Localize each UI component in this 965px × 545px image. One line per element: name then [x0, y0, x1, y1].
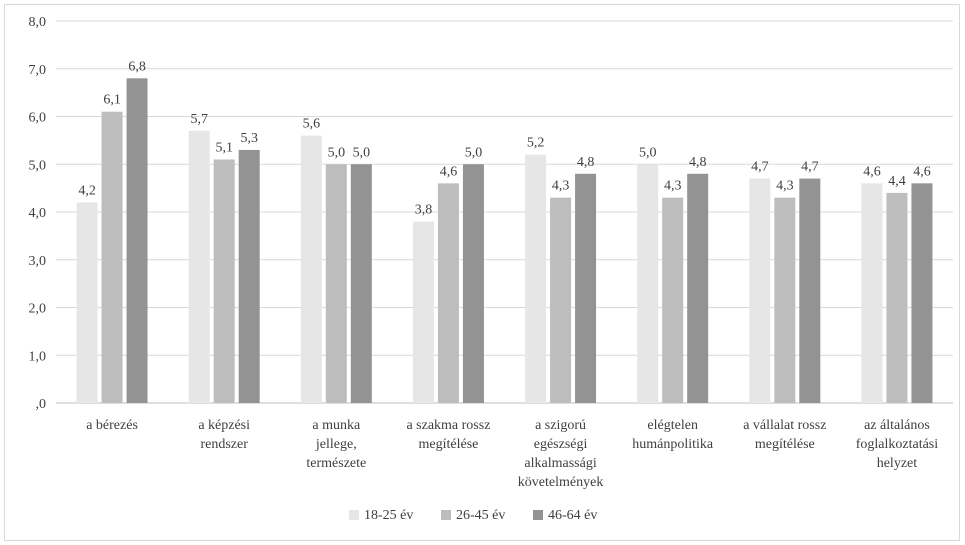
data-label: 6,1 — [103, 93, 121, 108]
bar — [126, 78, 148, 404]
legend-label: 26-45 év — [456, 508, 505, 523]
data-label: 4,6 — [440, 164, 458, 179]
bar — [76, 202, 98, 403]
data-label: 5,0 — [353, 145, 371, 160]
y-tick-label: 5,0 — [29, 158, 47, 173]
data-label: 5,6 — [303, 117, 321, 132]
data-label: 4,3 — [664, 179, 682, 194]
data-label: 5,7 — [190, 112, 208, 127]
y-tick-label: ,0 — [36, 397, 47, 412]
bar — [525, 154, 547, 403]
data-label: 5,0 — [639, 145, 657, 160]
data-label: 3,8 — [415, 203, 433, 218]
legend-swatch — [349, 510, 359, 520]
data-label: 5,0 — [328, 145, 346, 160]
bar — [774, 197, 796, 403]
y-tick-label: 7,0 — [29, 63, 47, 78]
chart-frame: ,0 1,0 2,0 3,0 4,0 5,0 6,0 7,0 8,0 4,2 6,1 6,8 a bér… — [4, 4, 960, 541]
bar — [861, 183, 883, 403]
bar — [101, 111, 123, 403]
bar — [325, 164, 347, 403]
legend-label: 18-25 év — [364, 508, 413, 523]
data-label: 4,8 — [577, 155, 595, 170]
y-tick-label: 2,0 — [29, 302, 47, 317]
legend-swatch — [533, 510, 543, 520]
bar — [213, 159, 235, 403]
bar — [550, 197, 572, 403]
data-label: 5,1 — [215, 140, 233, 155]
data-label: 4,6 — [913, 164, 931, 179]
x-tick-label: a vállalat rossz megítélése — [743, 418, 826, 452]
data-label: 4,3 — [552, 179, 570, 194]
x-tick-label: a bérezés — [86, 418, 138, 433]
bar — [749, 178, 771, 403]
data-label: 4,2 — [78, 183, 96, 198]
bar — [300, 135, 322, 403]
legend-label: 46-64 év — [548, 508, 597, 523]
bar — [662, 197, 684, 403]
data-label: 4,8 — [689, 155, 707, 170]
bar — [238, 149, 260, 403]
x-tick-label: az általános foglalkoztatási helyzet — [856, 418, 939, 471]
bar — [412, 221, 434, 403]
x-tick-label: a szigorú egészségi alkalmassági követelmén… — [518, 418, 604, 490]
y-tick-label: 6,0 — [29, 111, 47, 126]
bar — [575, 173, 597, 403]
bar — [637, 164, 659, 403]
data-label: 4,7 — [751, 160, 769, 175]
y-tick-label: 1,0 — [29, 349, 47, 364]
data-label: 5,3 — [240, 131, 258, 146]
bar-chart: ,0 1,0 2,0 3,0 4,0 5,0 6,0 7,0 8,0 4,2 6,1 6,8 a bér… — [29, 15, 953, 523]
y-tick-label: 3,0 — [29, 254, 47, 269]
bar — [188, 130, 210, 403]
data-label: 4,4 — [888, 174, 906, 189]
y-tick-label: 4,0 — [29, 206, 47, 221]
bar — [462, 164, 484, 403]
data-label: 5,0 — [465, 145, 483, 160]
bar — [886, 192, 908, 403]
x-tick-label: a szakma rossz megítélése — [406, 418, 490, 452]
data-label: 4,6 — [863, 164, 881, 179]
y-tick-label: 8,0 — [29, 15, 47, 30]
data-label: 4,3 — [776, 179, 794, 194]
bar — [437, 183, 459, 403]
bar — [350, 164, 372, 403]
bar — [799, 178, 821, 403]
bar — [687, 173, 709, 403]
x-tick-label: a képzési rendszer — [198, 418, 250, 452]
data-label: 6,8 — [128, 59, 146, 74]
x-tick-label: elégtelen humánpolitika — [632, 418, 714, 452]
data-label: 5,2 — [527, 136, 545, 151]
legend-swatch — [441, 510, 451, 520]
data-label: 4,7 — [801, 160, 819, 175]
x-tick-label: a munka jellege, természete — [306, 418, 366, 471]
bar — [911, 183, 933, 403]
